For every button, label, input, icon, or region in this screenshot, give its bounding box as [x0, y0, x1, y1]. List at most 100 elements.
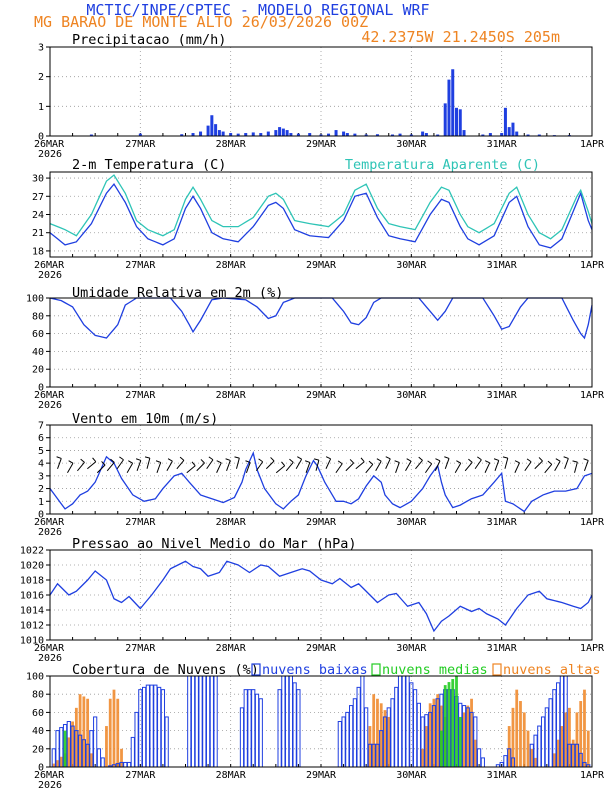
wind-barb	[156, 462, 162, 473]
nuvens-baixas-bar	[281, 675, 286, 768]
wind-barb-flag	[547, 460, 553, 465]
x-tick-label: 30MAR	[396, 139, 427, 150]
nuvens-baixas-bar	[157, 686, 162, 768]
wind-barb-flag	[418, 456, 423, 461]
nuvens-altas-bar	[74, 707, 78, 767]
wind-barb	[454, 462, 462, 474]
nuvens-altas-bar	[470, 698, 473, 767]
wind-barb	[474, 459, 482, 470]
wind-barb-flag	[406, 458, 412, 462]
y-tick-label: 30	[32, 174, 44, 185]
x-tick-label: 28MAR	[216, 643, 247, 654]
nuvens-baixas-bar	[416, 702, 421, 768]
nuvens-altas-bar	[428, 703, 432, 767]
precipitation-bar	[206, 125, 210, 136]
nuvens-baixas-bar	[296, 689, 301, 768]
wind-barb	[96, 464, 106, 474]
precipitation-bar	[345, 133, 349, 136]
wind-barb-flag	[360, 457, 365, 463]
wind-barb	[464, 462, 473, 472]
y-tick-label: 1016	[20, 591, 44, 602]
wind-barb-flag	[555, 458, 561, 462]
wind-barb	[275, 465, 286, 474]
header-title: MCTIC/INPE/CPTEC - MODELO REGIONAL WRF	[86, 1, 429, 19]
wind-barb	[136, 460, 142, 471]
nuvens-baixas-bar	[239, 707, 245, 768]
wind-barb-flag	[394, 460, 400, 463]
precipitation-bar	[503, 107, 507, 136]
nuvens-baixas-bar	[164, 716, 169, 768]
wind-barb	[335, 463, 343, 474]
wind-barb-flag	[101, 461, 106, 466]
y-tick-label: 100	[26, 672, 44, 683]
nuvens-baixas-bar	[258, 698, 263, 768]
nuvens-altas-bar	[59, 756, 63, 767]
panel-cloud-cover: Cobertura de Nuvens (%) nuvens baixas nu…	[26, 662, 605, 791]
y-tick-label: 20	[32, 744, 44, 755]
y-tick-label: 1014	[20, 606, 44, 617]
nuvens-baixas-bar	[356, 686, 361, 768]
nuvens-baixas-bar	[187, 675, 192, 768]
nuvens-altas-bar	[78, 694, 82, 767]
wind-barb	[305, 462, 311, 473]
nuvens-baixas-bar	[198, 675, 203, 768]
wind-barb	[236, 458, 240, 469]
wind-barb-flag	[258, 458, 263, 463]
nuvens-altas-bar	[556, 739, 560, 767]
nuvens-baixas-bar	[254, 693, 260, 768]
x-tick-label: 27MAR	[125, 770, 156, 781]
nuvens-altas-bar	[560, 726, 564, 767]
x-year-label: 2026	[38, 780, 62, 791]
y-tick-label: 7	[38, 421, 44, 432]
wind-barb-flag	[477, 456, 482, 461]
wind-title: Vento em 10m (m/s)	[72, 411, 218, 427]
nuvens-altas-bar	[515, 689, 519, 767]
wind-barb	[375, 460, 382, 472]
x-tick-label: 28MAR	[216, 260, 247, 271]
wind-barb-flag	[468, 458, 473, 463]
precipitation-bar	[342, 131, 346, 136]
nuvens-medias-bar	[63, 730, 67, 767]
nuvens-altas-bar	[383, 710, 387, 767]
nuvens-baixas-bar	[537, 725, 542, 768]
x-tick-label: 29MAR	[306, 139, 337, 150]
nuvens-altas-bar	[571, 739, 575, 767]
x-tick-label: 26MAR	[34, 770, 65, 781]
precipitation-bar	[526, 134, 530, 136]
nuvens-baixas-bar	[292, 682, 297, 768]
nuvens-baixas-bar	[360, 675, 365, 768]
nuvens-baixas-bar	[405, 675, 410, 768]
nuvens-baixas-bar	[337, 721, 342, 768]
wind-barb-flag	[484, 460, 490, 464]
precipitation-bar	[398, 133, 402, 136]
precipitation-bar	[319, 134, 323, 136]
wind-barb-flag	[337, 460, 343, 465]
precipitation-bar	[481, 134, 485, 136]
nuvens-altas-bar	[67, 737, 71, 767]
nuvens-altas-bar	[368, 726, 372, 767]
precipitation-bar	[327, 133, 331, 136]
x-tick-label: 30MAR	[396, 517, 427, 528]
wind-barb-flag	[563, 456, 569, 459]
wind-barb	[554, 460, 561, 472]
wind-barb	[67, 462, 74, 474]
wind-barb	[146, 458, 151, 469]
nuvens-baixas-bar	[141, 686, 147, 768]
wind-barb	[245, 462, 251, 473]
x-tick-label: 1APR	[580, 139, 605, 150]
wind-barb	[315, 460, 320, 471]
wind-barb	[415, 460, 423, 470]
x-tick-label: 26MAR	[34, 643, 65, 654]
panel-frame	[49, 46, 593, 137]
wind-barb-flag	[368, 460, 374, 465]
wind-barb-flag	[110, 458, 115, 463]
wind-barb-flag	[216, 460, 222, 464]
nuvens-altas-bar	[568, 707, 571, 767]
panel-frame	[49, 297, 593, 388]
wind-barb-flag	[245, 460, 251, 463]
precipitation-bar	[236, 133, 240, 136]
nuvens-altas-bar	[421, 748, 425, 767]
x-tick-label: 1APR	[580, 770, 605, 781]
low-clouds-legend-swatch	[251, 663, 261, 676]
humidity-title: Umidade Relativa em 2m (%)	[72, 285, 283, 301]
